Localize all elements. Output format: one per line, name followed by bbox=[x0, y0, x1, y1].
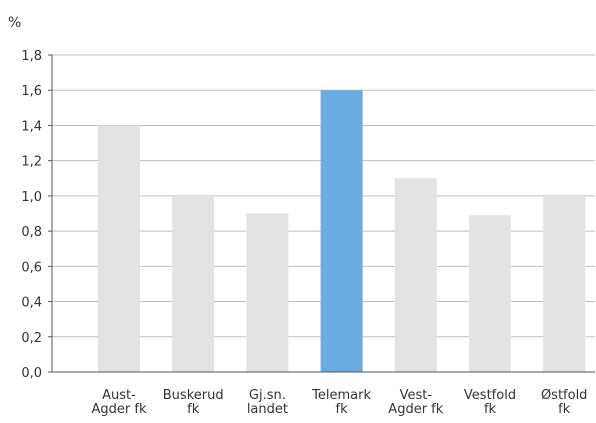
x-tick-label: Telemark bbox=[311, 388, 371, 403]
bar bbox=[469, 215, 511, 372]
x-tick-label: Buskerud bbox=[163, 388, 224, 403]
y-unit-label: % bbox=[8, 15, 21, 31]
x-tick-label: landet bbox=[247, 402, 288, 417]
y-tick-label: 0,8 bbox=[21, 225, 42, 240]
y-tick-label: 1,0 bbox=[21, 190, 42, 205]
y-tick-label: 1,2 bbox=[21, 155, 42, 170]
x-tick-label: Vest- bbox=[400, 388, 433, 403]
y-tick-label: 0,6 bbox=[21, 260, 42, 275]
y-tick-label: 0,4 bbox=[21, 296, 42, 311]
x-tick-label: Vestfold bbox=[464, 388, 516, 403]
x-tick-label: Agder fk bbox=[92, 402, 147, 417]
x-tick-label: fk bbox=[336, 402, 349, 417]
x-tick-labels: Aust-Agder fkBuskerudfkGj.sn.landetTelem… bbox=[92, 388, 588, 417]
y-tick-label: 1,6 bbox=[21, 84, 42, 99]
x-tick-label: fk bbox=[484, 402, 497, 417]
y-tick-label: 0,0 bbox=[21, 366, 42, 381]
y-tick-label: 1,4 bbox=[21, 119, 42, 134]
x-tick-label: Aust- bbox=[102, 388, 136, 403]
x-tick-label: Gj.sn. bbox=[249, 388, 286, 403]
bar bbox=[543, 195, 586, 372]
x-tick-label: fk bbox=[187, 402, 200, 417]
bar bbox=[320, 90, 363, 372]
axes bbox=[48, 54, 595, 373]
x-tick-label: Agder fk bbox=[388, 402, 443, 417]
x-tick-label: Østfold bbox=[541, 388, 588, 403]
bars bbox=[98, 90, 586, 372]
y-tick-labels: 0,0 0,2 0,4 0,6 0,8 1,0 1,2 1,4 1,6 1,8 bbox=[21, 49, 42, 381]
y-tick-label: 1,8 bbox=[21, 49, 42, 64]
x-tick-label: fk bbox=[558, 402, 571, 417]
y-tick-label: 0,2 bbox=[21, 331, 42, 346]
bar bbox=[98, 125, 140, 372]
bar bbox=[172, 195, 215, 372]
bar bbox=[246, 213, 289, 372]
bar bbox=[394, 178, 437, 372]
